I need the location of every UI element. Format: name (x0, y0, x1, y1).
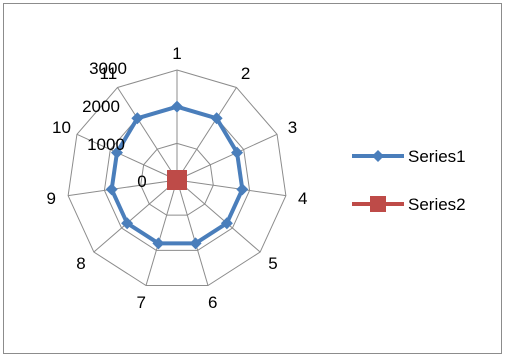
grid-ring (103, 106, 251, 251)
data-point (189, 237, 202, 250)
data-point (152, 237, 165, 250)
spoke-line (117, 87, 178, 181)
data-point (171, 100, 183, 113)
category-label: 3 (288, 118, 297, 137)
spoke-line (176, 179, 209, 286)
data-point (105, 183, 118, 196)
data-point (210, 112, 223, 125)
category-label: 7 (136, 293, 145, 312)
category-label: 1 (172, 44, 181, 63)
chart-area (3, 3, 502, 354)
radar-grid (67, 69, 287, 287)
category-label: 2 (241, 64, 250, 83)
radial-tick-label: 1000 (87, 135, 125, 154)
legend-marker (370, 196, 386, 212)
spoke-line (93, 179, 178, 253)
category-label: 10 (52, 118, 71, 137)
category-labels: 1 2 3 4 5 6 7 8 9 10 11 (47, 44, 308, 312)
data-point (110, 146, 123, 159)
data-point (167, 170, 187, 190)
legend: Series1 Series2 (352, 147, 466, 214)
data-point (236, 183, 249, 196)
spoke-line (68, 179, 178, 197)
category-label: 11 (100, 64, 118, 83)
spoke-line (76, 133, 178, 181)
data-point (121, 217, 134, 230)
legend-label: Series1 (408, 147, 466, 166)
radial-tick-label: 2000 (82, 97, 120, 116)
category-label: 5 (268, 254, 277, 273)
category-label: 8 (76, 254, 85, 273)
radial-tick-label: 0 (137, 172, 146, 191)
data-point (220, 217, 233, 230)
legend-marker (372, 150, 384, 162)
category-label: 4 (298, 189, 307, 208)
radial-tick-labels: 0 1000 2000 3000 (82, 59, 147, 191)
spoke-line (145, 179, 178, 286)
spoke-line (176, 87, 237, 181)
spoke-line (176, 179, 286, 197)
grid-ring (140, 142, 214, 216)
spoke-line (176, 133, 278, 181)
category-label: 6 (208, 293, 217, 312)
radial-tick-label: 3000 (89, 59, 127, 78)
data-point (231, 146, 244, 159)
series-layer (105, 100, 249, 250)
series-line-series1 (109, 104, 245, 246)
category-label: 9 (47, 189, 56, 208)
data-point (131, 112, 144, 125)
legend-label: Series2 (408, 195, 466, 214)
grid-ring (67, 69, 287, 287)
spoke-line (176, 179, 261, 253)
